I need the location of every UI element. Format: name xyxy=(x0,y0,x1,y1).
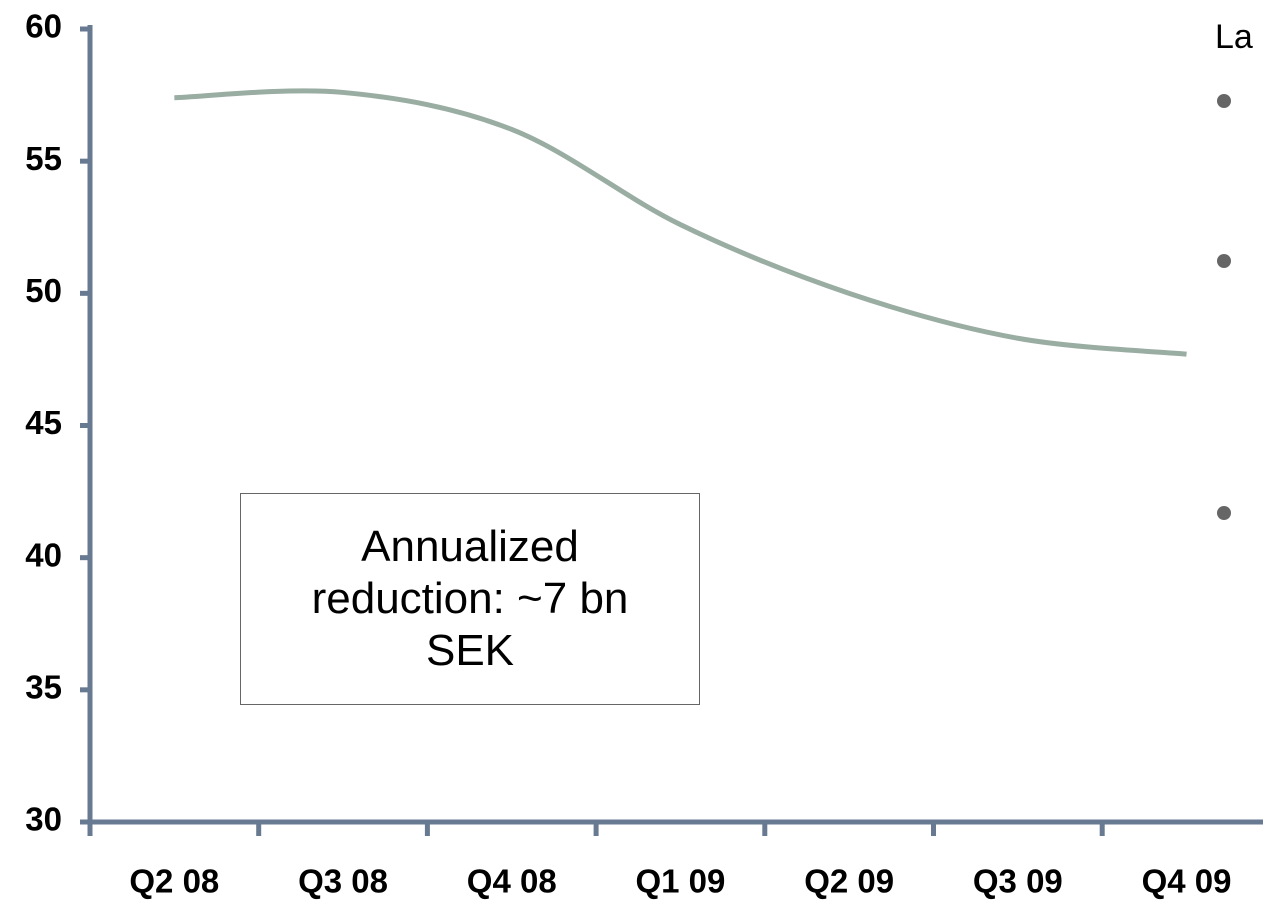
x-tick-label: Q3 08 xyxy=(298,863,388,900)
y-tick-label: 30 xyxy=(25,801,62,838)
x-tick-label: Q2 09 xyxy=(804,863,894,900)
bullet xyxy=(1217,254,1231,268)
x-tick-label: Q1 09 xyxy=(635,863,725,900)
y-tick-label: 40 xyxy=(25,536,62,573)
side-text: La xyxy=(1215,18,1253,56)
line xyxy=(174,88,1187,357)
x-tick-label: Q3 09 xyxy=(973,863,1063,900)
y-tick-label: 55 xyxy=(25,140,62,177)
x-tick-label: Q2 08 xyxy=(129,863,219,900)
y-tick-label: 50 xyxy=(25,272,62,309)
bullet xyxy=(1217,506,1231,520)
annotation: Annualized reduction: ~7 bn SEK xyxy=(240,493,700,705)
y-tick-label: 35 xyxy=(25,669,62,706)
bullet xyxy=(1217,94,1231,108)
y-tick-label: 60 xyxy=(25,8,62,45)
y-tick-label: 45 xyxy=(25,404,62,441)
x-tick-label: Q4 08 xyxy=(467,863,557,900)
x-tick-label: Q4 09 xyxy=(1142,863,1232,900)
